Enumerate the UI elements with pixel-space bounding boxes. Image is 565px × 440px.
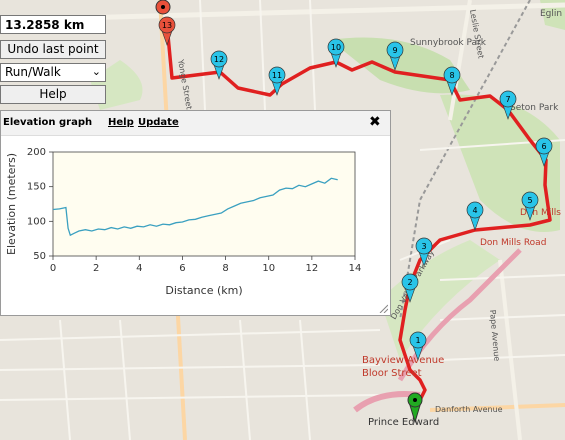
x-tick-label: 4 — [136, 263, 142, 274]
route-marker-label: 8 — [449, 71, 454, 80]
route-marker-2[interactable]: 2 — [401, 273, 419, 303]
y-axis-label: Elevation (meters) — [5, 153, 18, 255]
route-marker-11[interactable]: 11 — [268, 66, 286, 96]
park-label: Sunnybrook Park — [410, 38, 487, 48]
place-label: Prince Edward — [368, 417, 439, 428]
x-axis-label: Distance (km) — [165, 284, 242, 297]
route-marker-label: 7 — [505, 95, 510, 104]
route-marker-8[interactable]: 8 — [443, 66, 461, 96]
x-tick-label: 12 — [305, 263, 318, 274]
route-marker-label: 2 — [407, 278, 412, 287]
x-tick-label: 14 — [349, 263, 362, 274]
elevation-panel-title: Elevation graph — [3, 117, 93, 128]
route-marker-6[interactable]: 6 — [535, 137, 553, 167]
route-marker-label: 3 — [421, 242, 426, 251]
street-label: Danforth Avenue — [435, 405, 503, 414]
route-marker-1[interactable]: 1 — [409, 331, 427, 361]
elevation-chart: 0 2 4 6 8 10 12 14 50 100 150 200 Distance (km) Eleva… — [5, 147, 362, 297]
plot-area — [52, 151, 356, 257]
x-tick-label: 2 — [93, 263, 99, 274]
y-tick-label: 50 — [33, 251, 46, 262]
activity-mode-value: Run/Walk — [5, 65, 61, 79]
x-tick-label: 6 — [179, 263, 185, 274]
route-marker-10[interactable]: 10 — [327, 38, 345, 68]
distance-display: 13.2858 km — [0, 15, 106, 34]
x-tick-label: 8 — [222, 263, 228, 274]
route-marker-label: 12 — [214, 55, 224, 64]
x-tick-label: 0 — [50, 263, 56, 274]
route-marker-label: 5 — [527, 196, 532, 205]
street-label: Bayview Avenue — [362, 355, 444, 366]
route-marker-label: 4 — [472, 206, 477, 215]
route-marker-7[interactable]: 7 — [499, 90, 517, 120]
park-label: Seton Park — [510, 103, 559, 113]
help-button[interactable]: Help — [0, 85, 106, 104]
route-marker-label: 6 — [541, 142, 546, 151]
undo-last-point-button[interactable]: Undo last point — [0, 40, 106, 59]
y-tick-label: 200 — [27, 147, 46, 158]
resize-handle-icon[interactable] — [378, 303, 388, 313]
route-marker-label: 13 — [162, 21, 172, 30]
street-label: Don Mills Road — [480, 238, 546, 248]
route-marker-5[interactable]: 5 — [521, 191, 539, 221]
route-marker-13[interactable]: 13 — [158, 16, 176, 46]
route-marker-label: 1 — [415, 336, 420, 345]
x-tick-label: 10 — [262, 263, 275, 274]
elevation-help-link[interactable]: Help — [108, 117, 134, 128]
street-label: Don Mills — [520, 208, 561, 218]
elevation-panel-header: Elevation graph Help Update ✖ — [1, 111, 390, 136]
chevron-down-icon: ⌄ — [91, 65, 101, 78]
y-tick-label: 100 — [27, 216, 46, 227]
activity-mode-select[interactable]: Run/Walk ⌄ — [0, 63, 106, 82]
route-marker-9[interactable]: 9 — [386, 41, 404, 71]
street-label: Bloor Street — [362, 368, 422, 379]
elevation-series-line — [52, 177, 338, 237]
y-tick-label: 150 — [27, 182, 46, 193]
route-marker-3[interactable]: 3 — [415, 237, 433, 267]
street-label: Pape Avenue — [488, 309, 501, 361]
elevation-panel: Elevation graph Help Update ✖ 0 2 4 6 8 10 12 1… — [0, 110, 391, 316]
close-icon[interactable]: ✖ — [369, 114, 381, 130]
start-marker[interactable] — [407, 392, 423, 424]
street-label: Eglin — [540, 9, 562, 19]
route-marker-4[interactable]: 4 — [466, 201, 484, 231]
elevation-update-link[interactable]: Update — [138, 117, 179, 128]
route-marker-label: 10 — [331, 43, 341, 52]
route-marker-label: 11 — [272, 71, 282, 80]
route-marker-label: 9 — [392, 46, 397, 55]
route-marker-12[interactable]: 12 — [210, 50, 228, 80]
